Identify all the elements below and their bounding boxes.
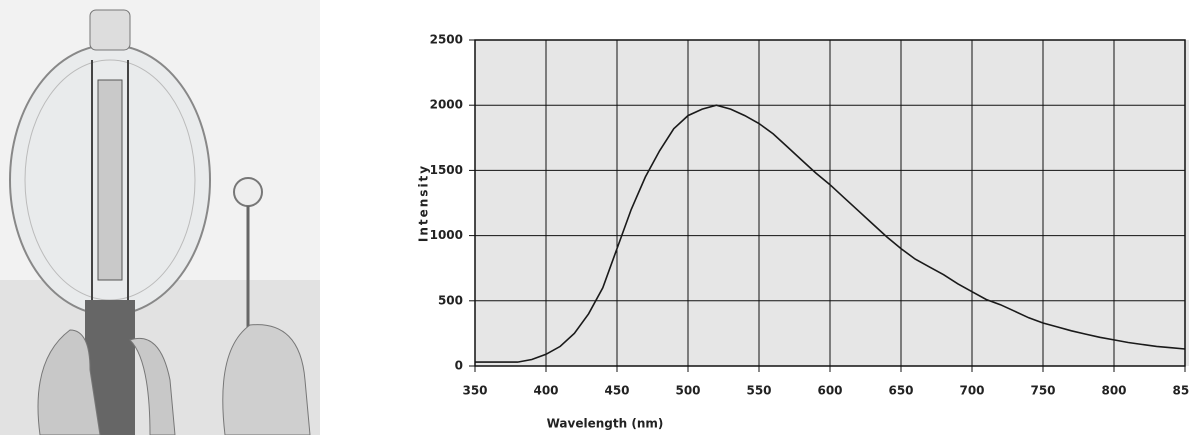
x-tick-label: 400 (533, 384, 558, 398)
y-tick-label: 1500 (430, 163, 463, 177)
lamp-photo (0, 0, 320, 435)
x-tick-label: 500 (675, 384, 700, 398)
x-tick-label: 600 (817, 384, 842, 398)
x-tick-label: 800 (1101, 384, 1126, 398)
y-tick-label: 500 (438, 293, 463, 307)
y-tick-label: 1000 (430, 228, 463, 242)
x-axis-label: Wavelength (nm) (547, 417, 664, 431)
y-axis-label: Intensity (417, 164, 431, 242)
x-tick-label: 850 (1172, 384, 1189, 398)
x-tick-label: 350 (462, 384, 487, 398)
x-tick-label: 750 (1030, 384, 1055, 398)
y-tick-label: 2500 (430, 33, 463, 47)
plot-area (475, 40, 1189, 366)
x-tick-label: 700 (959, 384, 984, 398)
x-tick-label: 450 (604, 384, 629, 398)
spectrum-line (475, 104, 1186, 363)
y-tick-label: 0 (455, 359, 463, 373)
x-tick-label: 550 (746, 384, 771, 398)
y-tick-label: 2000 (430, 98, 463, 112)
x-tick-label: 650 (888, 384, 913, 398)
